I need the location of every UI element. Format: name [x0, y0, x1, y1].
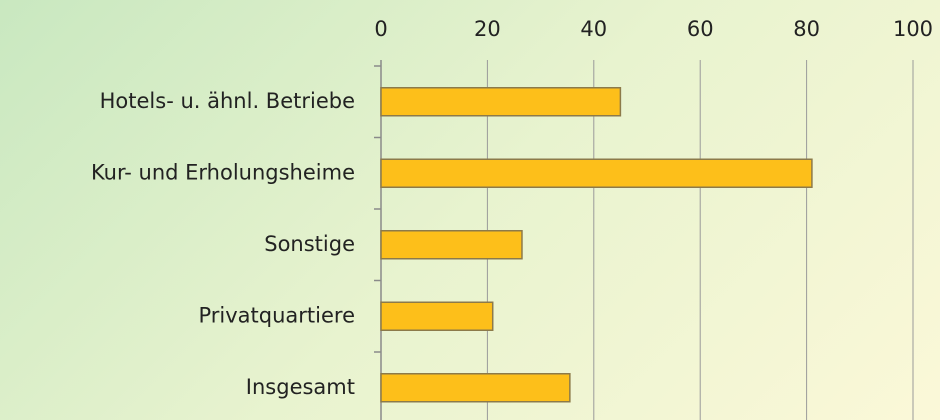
- x-tick-label: 80: [793, 17, 820, 41]
- x-tick-label: 0: [374, 17, 387, 41]
- bar: [380, 158, 813, 188]
- bar: [380, 301, 494, 331]
- y-tick-label: Hotels- u. ähnl. Betriebe: [100, 89, 355, 113]
- bar: [380, 373, 571, 403]
- x-tick-label: 40: [580, 17, 607, 41]
- y-tick-label: Insgesamt: [246, 375, 355, 399]
- bar: [380, 87, 622, 117]
- y-tick-label: Kur- und Erholungsheime: [91, 160, 355, 184]
- x-tick-label: 20: [474, 17, 501, 41]
- y-tick-label: Sonstige: [264, 232, 355, 256]
- x-tick-label: 100: [893, 17, 933, 41]
- bar: [380, 230, 523, 260]
- y-tick-label: Privatquartiere: [198, 303, 355, 327]
- x-tick-label: 60: [687, 17, 714, 41]
